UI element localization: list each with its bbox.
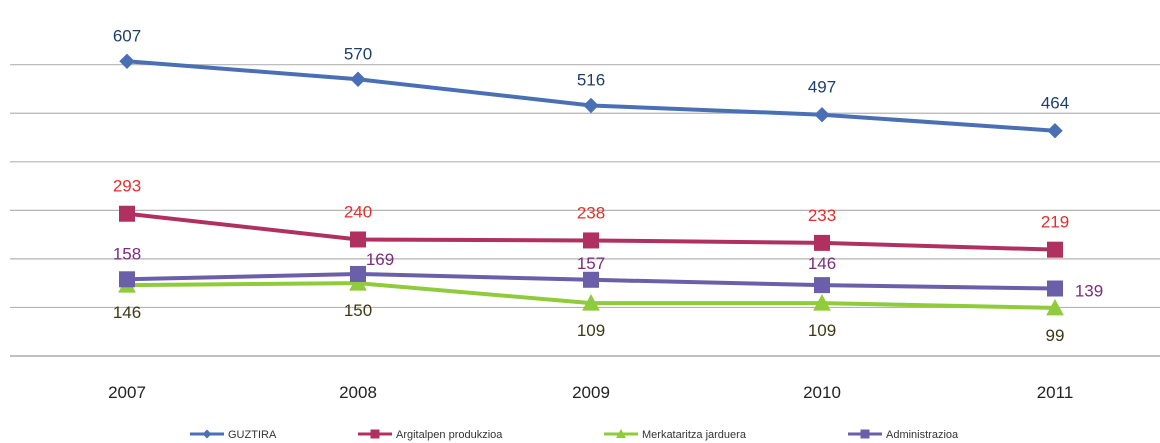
legend-label: Merkataritza jarduera — [642, 429, 747, 441]
point-administrazioa-2011 — [1047, 280, 1063, 297]
data-label-merkataritza-jarduera-2010: 109 — [808, 321, 836, 340]
point-administrazioa-2007 — [119, 271, 135, 288]
legend-swatch-marker — [202, 429, 212, 439]
legend-item-merkataritza-jarduera: Merkataritza jarduera — [604, 429, 747, 441]
legend: GUZTIRA Argitalpen produkzioa Merkataritza… — [190, 429, 959, 441]
data-label-administrazioa-2008: 169 — [366, 250, 394, 269]
point-merkataritza-jarduera-2011 — [1046, 298, 1064, 316]
point-argitalpen-produkzioa-2008 — [350, 231, 366, 248]
point-argitalpen-produkzioa-2007 — [119, 205, 135, 222]
data-label-argitalpen-produkzioa-2010: 233 — [808, 206, 836, 225]
point-argitalpen-produkzioa-2011 — [1047, 241, 1063, 258]
x-tick-label-2007: 2007 — [108, 383, 146, 402]
point-guztira-2009 — [583, 97, 599, 114]
x-tick-label-2009: 2009 — [572, 383, 610, 402]
x-tick-label-2011: 2011 — [1037, 383, 1074, 402]
data-label-administrazioa-2010: 146 — [808, 254, 836, 273]
data-label-administrazioa-2007: 158 — [113, 244, 141, 263]
point-merkataritza-jarduera-2009 — [582, 294, 600, 311]
point-administrazioa-2008 — [350, 265, 366, 282]
data-label-guztira-2008: 570 — [344, 44, 372, 63]
data-label-merkataritza-jarduera-2011: 99 — [1046, 326, 1065, 345]
data-label-guztira-2011: 464 — [1041, 94, 1069, 113]
x-tick-label-2010: 2010 — [803, 383, 841, 402]
legend-swatch-marker — [860, 429, 870, 439]
point-administrazioa-2010 — [814, 277, 830, 294]
legend-item-guztira: GUZTIRA — [190, 429, 277, 441]
legend-swatch-marker — [616, 429, 626, 438]
data-label-argitalpen-produkzioa-2008: 240 — [344, 202, 372, 221]
legend-item-argitalpen-produkzioa: Argitalpen produkzioa — [358, 429, 503, 441]
x-tick-label-2008: 2008 — [339, 383, 377, 402]
point-argitalpen-produkzioa-2009 — [583, 232, 599, 249]
legend-item-administrazioa: Administrazioa — [848, 429, 959, 441]
point-merkataritza-jarduera-2010 — [813, 294, 831, 311]
x-axis-ticks: 2007 2008 2009 2010 2011 — [108, 383, 1073, 402]
data-label-argitalpen-produkzioa-2011: 219 — [1041, 213, 1069, 232]
legend-swatch-marker — [370, 429, 380, 439]
data-label-guztira-2009: 516 — [577, 70, 605, 89]
data-label-administrazioa-2011: 139 — [1075, 282, 1103, 301]
data-label-merkataritza-jarduera-2007: 146 — [113, 303, 141, 322]
series-markers — [118, 53, 1064, 316]
point-guztira-2008 — [350, 71, 366, 87]
data-label-guztira-2010: 497 — [808, 78, 836, 97]
legend-label: Argitalpen produkzioa — [396, 429, 503, 441]
data-label-argitalpen-produkzioa-2007: 293 — [113, 177, 141, 196]
point-administrazioa-2009 — [583, 271, 599, 288]
data-label-administrazioa-2009: 157 — [577, 254, 605, 273]
data-label-merkataritza-jarduera-2009: 109 — [577, 321, 605, 340]
data-label-merkataritza-jarduera-2008: 150 — [344, 301, 372, 320]
point-guztira-2010 — [814, 106, 830, 123]
point-guztira-2007 — [119, 53, 135, 70]
data-labels: 607 570 516 497 464 293 240 238 233 219 146 150 109 1… — [113, 26, 1103, 345]
legend-label: GUZTIRA — [228, 429, 277, 441]
legend-label: Administrazioa — [886, 429, 959, 441]
data-label-guztira-2007: 607 — [113, 26, 141, 45]
point-guztira-2011 — [1047, 123, 1063, 139]
point-merkataritza-jarduera-2008 — [349, 274, 367, 291]
point-argitalpen-produkzioa-2010 — [814, 234, 830, 251]
data-label-argitalpen-produkzioa-2009: 238 — [577, 203, 605, 222]
